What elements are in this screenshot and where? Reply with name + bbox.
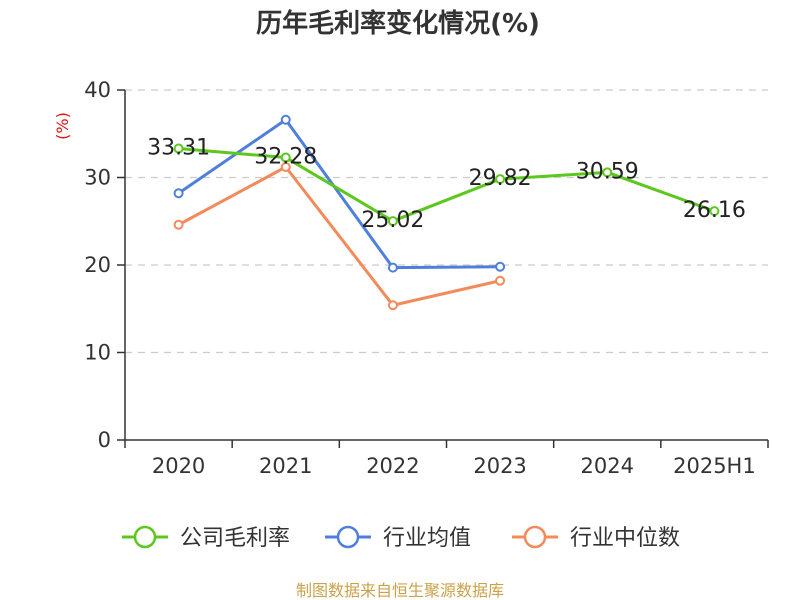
x-tick-label: 2022: [366, 454, 419, 478]
series-lines: [173, 114, 720, 311]
source-note: 制图数据来自恒生聚源数据库: [296, 581, 504, 600]
y-tick-label: 30: [84, 166, 111, 190]
data-label: 26.16: [683, 198, 746, 223]
y-tick-label: 0: [98, 428, 111, 452]
y-axis-unit: (%): [53, 112, 72, 140]
data-point: [173, 219, 184, 230]
legend-item: 公司毛利率: [122, 525, 290, 551]
data-point: [387, 300, 398, 311]
data-point: [280, 162, 291, 172]
legend-swatch-marker: [133, 525, 157, 549]
data-label: 25.02: [361, 208, 424, 233]
y-tick-label: 10: [84, 341, 111, 365]
series-line-1: [177, 118, 501, 270]
data-label: 32.28: [254, 145, 317, 170]
data-labels: 33.31 32.28 25.02 29.82 30.59 26.16: [147, 136, 746, 234]
x-tick-label: 2025H1: [673, 454, 756, 478]
legend-swatch-marker: [336, 525, 360, 549]
legend: 公司毛利率 行业均值 行业中位数: [122, 525, 680, 551]
x-tick-label: 2020: [152, 454, 205, 478]
data-point: [173, 188, 184, 199]
series-line-0: [178, 147, 715, 223]
grid-lines: [125, 89, 768, 354]
legend-label: 行业均值: [383, 526, 471, 551]
x-tick-label: 2024: [581, 454, 634, 478]
data-label: 33.31: [147, 136, 210, 161]
data-label: 29.82: [469, 166, 532, 191]
data-point: [709, 206, 720, 217]
axes: 0 10 20 30 40 2020 2021 2022 2023 2024 2025H1: [84, 78, 769, 478]
data-point: [280, 114, 291, 125]
legend-item: 行业均值: [325, 525, 471, 551]
data-label: 30.59: [576, 159, 639, 184]
data-point: [387, 216, 398, 227]
data-point: [495, 275, 506, 286]
y-tick-label: 20: [84, 253, 111, 277]
series-line-2: [177, 165, 501, 307]
chart-title: 历年毛利率变化情况(%): [256, 8, 540, 39]
legend-item: 行业中位数: [512, 525, 680, 551]
data-point: [602, 167, 613, 178]
data-point: [495, 174, 506, 185]
x-tick-label: 2021: [259, 454, 312, 478]
x-tick-label: 2023: [473, 454, 526, 478]
data-point: [280, 152, 291, 163]
legend-swatch-marker: [523, 525, 547, 549]
data-point: [495, 261, 506, 272]
data-point: [173, 143, 184, 154]
y-tick-label: 40: [84, 78, 111, 102]
legend-label: 公司毛利率: [180, 526, 290, 551]
data-point: [387, 262, 398, 273]
legend-label: 行业中位数: [570, 526, 680, 551]
